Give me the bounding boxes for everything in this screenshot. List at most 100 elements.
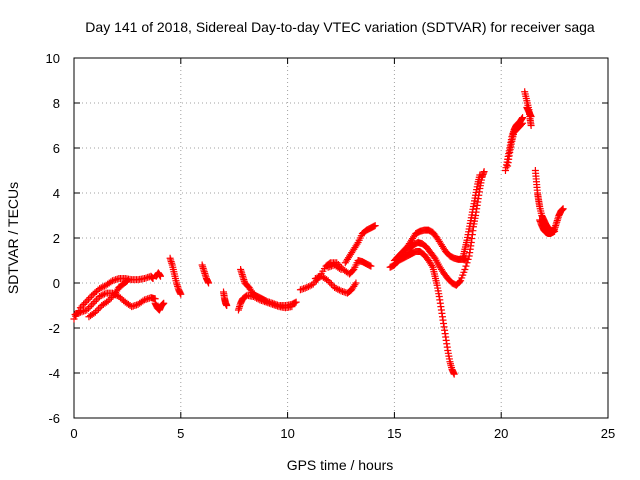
data-point xyxy=(367,262,375,270)
data-point xyxy=(371,222,379,230)
grid-lines xyxy=(74,58,608,418)
data-point xyxy=(106,295,114,303)
data-point xyxy=(91,298,99,306)
data-point xyxy=(480,168,488,176)
y-tick-label: 8 xyxy=(53,96,60,111)
data-point xyxy=(107,294,115,302)
series-arc-24 xyxy=(536,216,559,237)
series-arc-15 xyxy=(386,248,458,378)
data-point xyxy=(205,279,213,287)
axis-ticks: 0 5 10 15 20 25 -6 -4 -2 0 2 4 6 8 10 xyxy=(46,51,616,441)
x-tick-label: 10 xyxy=(280,426,294,441)
data-point xyxy=(251,293,259,301)
series-arc-7 xyxy=(198,261,213,287)
data-point xyxy=(253,294,261,302)
data-point xyxy=(99,283,107,291)
data-point xyxy=(559,205,567,213)
y-tick-label: 4 xyxy=(53,186,60,201)
data-point xyxy=(223,302,231,309)
series-arc-6 xyxy=(166,254,185,298)
data-point xyxy=(461,266,469,273)
x-tick-label: 15 xyxy=(387,426,401,441)
data-point xyxy=(450,370,458,378)
data-point xyxy=(83,297,91,305)
series-arc-13 xyxy=(324,261,345,273)
data-point xyxy=(335,286,343,294)
data-point xyxy=(527,122,535,129)
series-arc-10 xyxy=(234,291,296,314)
data-point xyxy=(335,264,343,272)
series-arc-18 xyxy=(459,171,484,262)
data-point xyxy=(86,303,94,311)
data-point xyxy=(254,295,262,303)
data-point xyxy=(177,290,185,298)
data-point xyxy=(93,307,101,315)
data-point xyxy=(123,277,131,285)
series-arc-12 xyxy=(311,272,360,297)
data-point xyxy=(80,300,88,308)
y-tick-label: 10 xyxy=(46,51,60,66)
y-tick-label: -4 xyxy=(48,366,60,381)
data-point xyxy=(551,227,559,235)
data-point xyxy=(86,294,94,302)
data-point xyxy=(97,284,105,292)
data-point xyxy=(288,303,296,311)
data-point xyxy=(428,262,436,270)
data-point xyxy=(353,240,361,248)
data-point xyxy=(84,295,92,303)
data-point xyxy=(327,280,335,288)
data-point xyxy=(96,293,104,300)
y-tick-label: -2 xyxy=(48,321,60,336)
data-point xyxy=(91,308,99,316)
series-arc-20 xyxy=(504,119,527,170)
data-point xyxy=(304,283,312,291)
data-point xyxy=(249,293,257,300)
data-point xyxy=(306,282,314,290)
data-point xyxy=(332,284,340,292)
data-point xyxy=(476,171,484,179)
data-point xyxy=(464,255,472,263)
x-tick-label: 20 xyxy=(494,426,508,441)
data-points xyxy=(70,88,567,378)
data-point xyxy=(303,284,311,291)
x-axis-label: GPS time / hours xyxy=(287,457,394,473)
data-point xyxy=(100,290,108,298)
series-arc-3 xyxy=(85,277,131,321)
y-tick-label: 2 xyxy=(53,231,60,246)
data-point xyxy=(157,272,165,280)
data-point xyxy=(107,278,115,286)
data-point xyxy=(89,299,97,307)
data-point xyxy=(519,119,527,127)
data-point xyxy=(463,259,471,267)
data-point xyxy=(337,266,345,273)
x-tick-label: 0 xyxy=(70,426,77,441)
data-point xyxy=(160,299,168,307)
data-point xyxy=(104,297,112,305)
data-point xyxy=(95,305,103,313)
series-arc-23 xyxy=(531,167,567,235)
data-point xyxy=(456,278,464,286)
series-arc-16 xyxy=(390,226,470,264)
data-point xyxy=(517,120,525,128)
data-point xyxy=(326,278,334,286)
series-arc-14 xyxy=(341,222,379,267)
chart-title: Day 141 of 2018, Sidereal Day-to-day VTE… xyxy=(85,19,595,35)
data-point xyxy=(99,291,107,299)
data-point xyxy=(92,296,100,304)
data-point xyxy=(96,285,104,293)
data-point xyxy=(88,292,96,300)
data-point xyxy=(462,262,470,270)
data-point xyxy=(122,278,130,286)
data-point xyxy=(331,284,339,291)
series-arc-4 xyxy=(151,299,168,314)
data-point xyxy=(352,279,360,287)
series-arc-2 xyxy=(71,289,159,318)
y-tick-label: 0 xyxy=(53,276,60,291)
data-point xyxy=(83,306,91,314)
series-arc-5 xyxy=(152,269,165,280)
data-point xyxy=(81,299,89,307)
series-arc-22 xyxy=(523,104,535,120)
data-point xyxy=(334,285,342,293)
data-point xyxy=(292,298,300,306)
